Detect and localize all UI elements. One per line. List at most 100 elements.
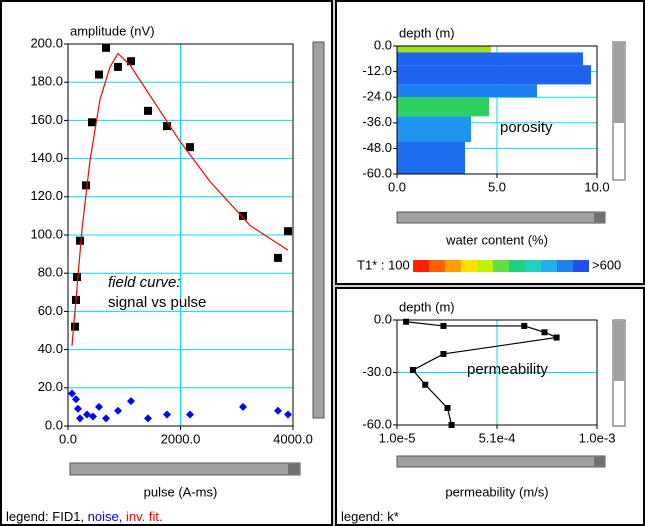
data-point: [440, 322, 447, 329]
data-point: [143, 106, 152, 115]
y-tick-label: 40.0: [38, 341, 63, 356]
y-tick-label: 140.0: [30, 150, 63, 165]
data-point: [94, 70, 103, 79]
data-point: [127, 57, 135, 66]
scroll-thumb[interactable]: [594, 213, 604, 222]
legend: legend: k*: [341, 509, 399, 524]
data-point: [521, 322, 528, 329]
y-axis-title: depth (m): [399, 299, 455, 314]
data-point: [422, 381, 429, 388]
colorbar-swatch: [429, 260, 445, 272]
colorbar-swatch: [573, 260, 589, 272]
noise-point: [283, 410, 292, 419]
data-point: [403, 318, 410, 325]
noise-point: [71, 395, 80, 404]
colorbar-label: >600: [592, 257, 621, 272]
legend-entry: legend: k*: [341, 509, 399, 524]
h-scrollbar[interactable]: [396, 211, 606, 224]
annotation: porosity: [500, 119, 553, 136]
data-point: [70, 322, 79, 331]
noise-point: [186, 410, 195, 419]
data-point: [283, 227, 292, 236]
noise-point: [74, 404, 83, 413]
x-tick-label: 1.0e-5: [379, 430, 416, 445]
colorbar-swatch: [525, 260, 541, 272]
data-point: [273, 253, 282, 262]
layer-bar: [397, 116, 471, 142]
data-point: [186, 143, 195, 152]
noise-point: [238, 402, 247, 411]
fit-line: [71, 52, 289, 346]
x-tick-label: 0.0: [59, 431, 77, 446]
data-point: [440, 350, 447, 357]
x-tick-label: 1.0e-3: [579, 430, 616, 445]
scroll-thumb[interactable]: [614, 321, 624, 381]
y-tick-label: -24.0: [362, 89, 392, 104]
noise-point: [75, 414, 84, 423]
legend: legend: FID1, noise, inv. fit.: [6, 509, 163, 524]
colorbar-swatch: [493, 260, 509, 272]
layer-bar: [397, 46, 491, 53]
plot-frame: [396, 319, 598, 426]
layer-bar: [397, 65, 591, 85]
colorbar-swatch: [541, 260, 557, 272]
noise-point: [102, 414, 111, 423]
x-tick-label: 5.1e-4: [479, 430, 516, 445]
profile-line: [406, 321, 559, 426]
x-axis-title: pulse (A-ms): [144, 484, 218, 499]
y-tick-label: 200.0: [30, 35, 63, 50]
noise-point: [273, 406, 282, 415]
y-tick-label: -30.0: [362, 364, 392, 379]
colorbar-label: T1* : 100: [357, 257, 410, 272]
x-axis-title: permeability (m/s): [445, 484, 548, 499]
y-tick-label: -12.0: [362, 63, 392, 78]
data-point: [88, 118, 97, 127]
y-tick-label: 120.0: [30, 188, 63, 203]
layer-bar: [397, 52, 583, 66]
plot-frame: [67, 43, 294, 427]
y-tick-label: 20.0: [38, 379, 63, 394]
y-tick-label: 0.0: [374, 311, 392, 326]
data-point: [541, 329, 548, 336]
h-scrollbar[interactable]: [69, 462, 301, 476]
noise-point: [94, 402, 103, 411]
y-tick-label: -60.0: [362, 416, 392, 431]
data-point: [73, 273, 81, 282]
y-tick-label: 100.0: [30, 226, 63, 241]
x-tick-label: 0.0: [388, 179, 406, 194]
y-tick-label: 160.0: [30, 112, 63, 127]
y-tick-label: 0.0: [374, 37, 392, 52]
data-point: [553, 334, 560, 341]
y-tick-label: 0.0: [45, 417, 63, 432]
v-scrollbar[interactable]: [312, 41, 325, 419]
x-tick-label: 2000.0: [161, 431, 201, 446]
legend-entry: inv. fit.: [126, 509, 163, 524]
annotation: signal vs pulse: [108, 294, 206, 311]
legend-entry: legend: FID1,: [6, 509, 88, 524]
y-axis-title: depth (m): [399, 25, 455, 40]
scroll-thumb[interactable]: [614, 43, 624, 123]
data-point: [409, 367, 416, 374]
h-scrollbar[interactable]: [396, 455, 606, 468]
y-tick-label: 60.0: [38, 303, 63, 318]
noise-point: [127, 397, 135, 406]
x-tick-label: 10.0: [584, 179, 609, 194]
scroll-thumb[interactable]: [594, 457, 604, 466]
annotation: permeability: [467, 361, 548, 378]
layer-bar: [397, 84, 537, 98]
data-point: [102, 43, 111, 52]
scroll-thumb[interactable]: [288, 464, 299, 474]
noise-point: [114, 406, 123, 415]
colorbar-swatch: [477, 260, 493, 272]
noise-point: [83, 410, 92, 419]
data-point: [163, 122, 171, 131]
y-tick-label: -48.0: [362, 140, 392, 155]
colorbar-swatch: [445, 260, 461, 272]
colorbar-swatch: [413, 260, 429, 272]
data-point: [114, 62, 123, 71]
legend-entry: noise,: [88, 509, 126, 524]
y-axis-title: amplitude (nV): [70, 23, 155, 38]
noise-point: [67, 389, 76, 398]
noise-point: [163, 410, 171, 419]
